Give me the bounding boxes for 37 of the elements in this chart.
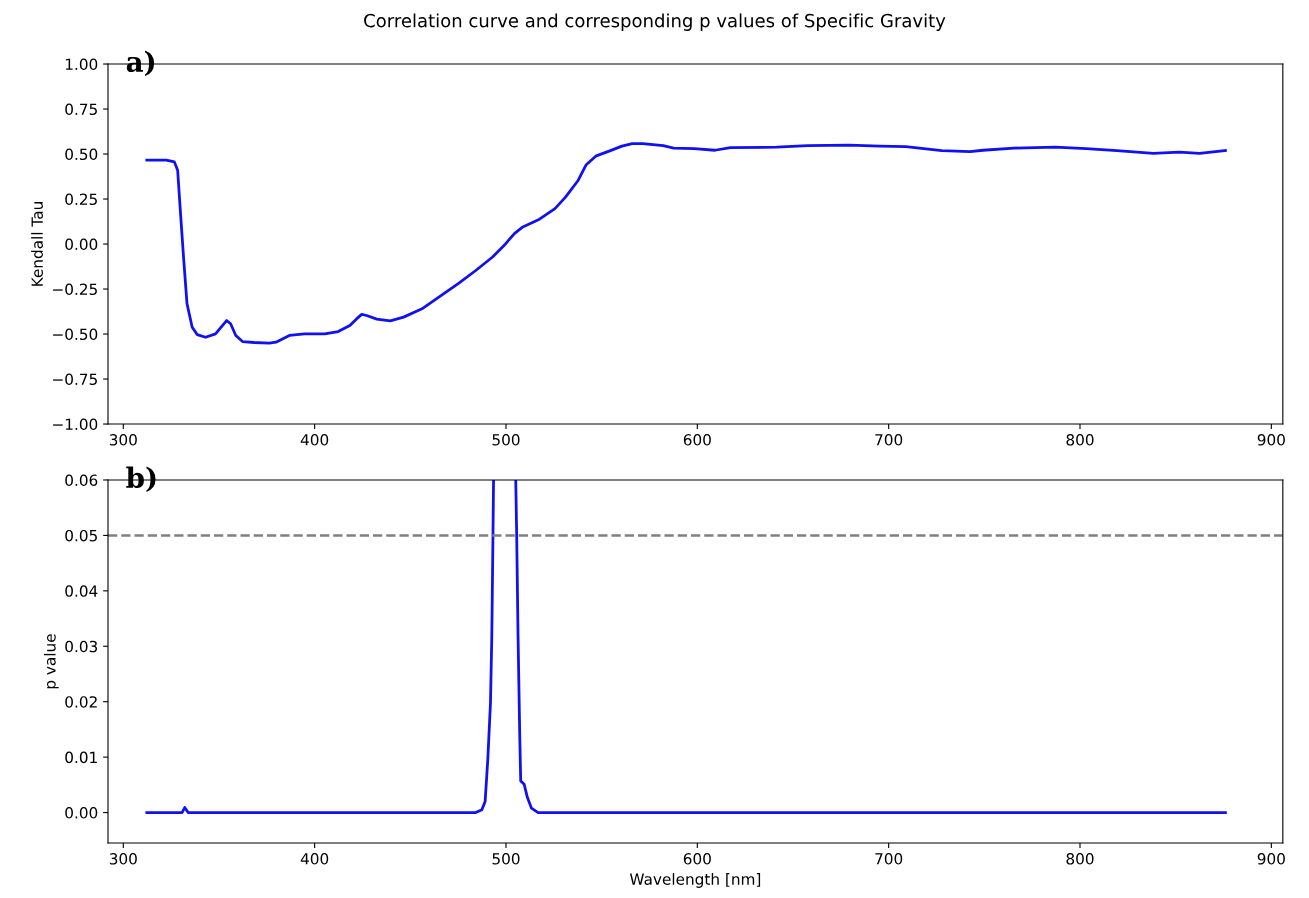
chart-title: Correlation curve and corresponding p values of Specific Gravity	[364, 13, 946, 31]
y-tick-label: −0.75	[53, 373, 97, 386]
y-axis-title: Kendall Tau	[31, 202, 43, 286]
y-tick-label: −1.00	[53, 418, 98, 431]
y-axis-title: p value	[43, 634, 59, 689]
y-tick-label: 0.75	[65, 103, 97, 116]
y-tick-label: −0.25	[53, 283, 97, 296]
x-tick-label: 400	[300, 434, 329, 446]
x-axis-title: Wavelength [nm]	[629, 873, 761, 888]
y-tick-label: 1.00	[65, 58, 98, 71]
x-tick-label: 500	[492, 434, 520, 446]
y-tick-label: 0.02	[65, 696, 97, 708]
y-tick-label: 0.00	[65, 238, 98, 251]
annotation: a)	[126, 50, 155, 77]
x-tick-label: 300	[109, 853, 137, 865]
x-tick-label: 600	[683, 853, 711, 865]
y-tick-label: 0.04	[65, 585, 98, 597]
x-tick-label: 700	[875, 434, 903, 446]
x-tick-label: 400	[300, 853, 329, 865]
x-tick-label: 500	[492, 853, 520, 865]
y-tick-label: 0.00	[65, 807, 98, 819]
y-tick-label: −0.50	[53, 328, 98, 341]
x-tick-label: 700	[875, 853, 903, 865]
x-tick-label: 300	[109, 434, 137, 446]
y-tick-label: 0.06	[65, 474, 98, 486]
y-tick-label: 0.03	[65, 640, 98, 653]
line-series	[145, 142, 1227, 345]
y-tick-label: 0.50	[65, 148, 98, 161]
y-tick-label: 0.25	[65, 193, 97, 206]
x-tick-label: 800	[1066, 853, 1094, 865]
x-tick-label: 600	[683, 434, 711, 446]
annotation: b)	[126, 466, 156, 492]
y-tick-label: 0.05	[65, 529, 97, 542]
x-tick-label: 900	[1257, 434, 1285, 446]
x-tick-label: 800	[1066, 434, 1094, 446]
x-tick-label: 900	[1257, 853, 1285, 865]
y-tick-label: 0.01	[65, 751, 97, 764]
